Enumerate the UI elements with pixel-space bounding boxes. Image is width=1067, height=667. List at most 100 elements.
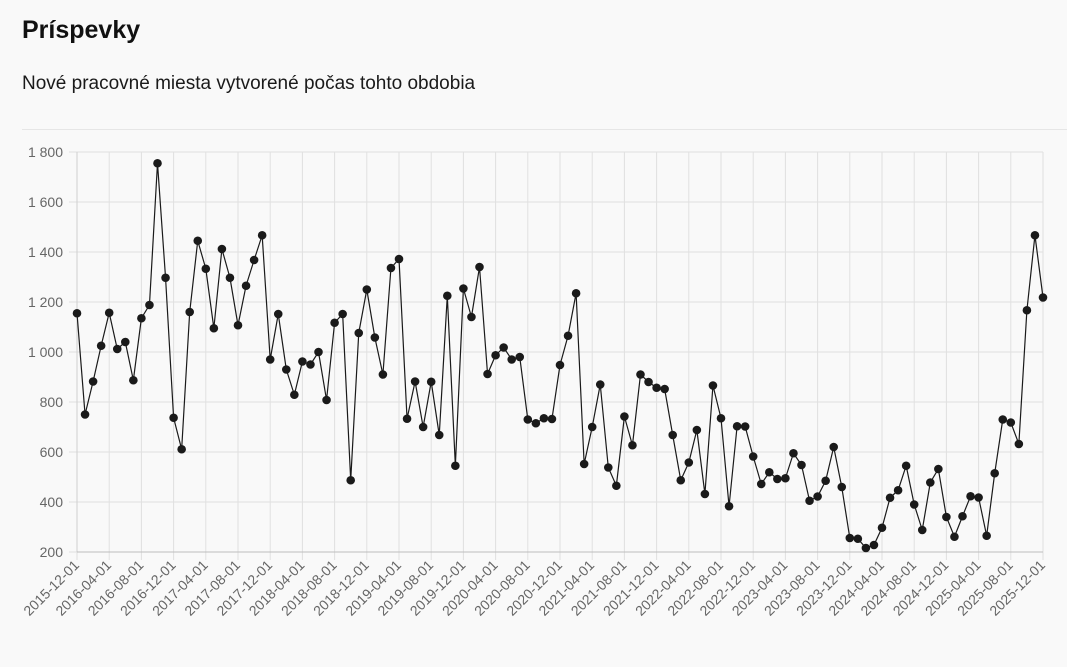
data-point[interactable] [273,309,283,319]
data-point[interactable] [821,476,830,486]
data-point[interactable] [845,533,855,543]
data-point[interactable] [595,380,605,389]
data-point[interactable] [249,255,259,265]
data-point[interactable] [330,318,339,328]
data-point[interactable] [539,413,549,423]
data-point[interactable] [612,481,621,491]
data-point[interactable] [443,291,452,301]
data-point[interactable] [233,320,243,330]
data-point[interactable] [644,377,653,387]
data-point[interactable] [974,493,983,502]
data-point[interactable] [402,414,412,424]
data-point[interactable] [282,365,291,374]
data-point[interactable] [137,313,146,323]
data-point[interactable] [434,430,444,440]
data-point[interactable] [507,355,516,364]
data-point[interactable] [668,430,677,440]
data-point[interactable] [805,496,814,506]
data-point[interactable] [451,461,460,471]
data-point[interactable] [499,343,508,352]
data-point[interactable] [531,418,541,428]
data-point[interactable] [201,264,211,274]
data-point[interactable] [410,377,420,386]
data-point[interactable] [950,532,959,542]
data-point[interactable] [185,307,194,317]
data-point[interactable] [1014,439,1024,449]
data-point[interactable] [990,468,999,478]
data-point[interactable] [620,412,629,421]
data-point[interactable] [475,262,484,272]
data-point[interactable] [1030,230,1040,240]
data-point[interactable] [660,384,669,394]
data-point[interactable] [942,512,951,522]
data-point[interactable] [998,415,1008,424]
data-point[interactable] [169,413,178,423]
data-point[interactable] [982,531,991,541]
data-point[interactable] [298,357,307,366]
data-point[interactable] [676,475,686,485]
data-point[interactable] [386,263,396,273]
data-point[interactable] [523,415,533,424]
data-point[interactable] [225,273,235,283]
data-point[interactable] [88,377,98,386]
data-point[interactable] [628,440,637,450]
data-point[interactable] [692,425,702,435]
data-point[interactable] [724,501,734,511]
data-point[interactable] [378,370,388,379]
data-point[interactable] [362,285,372,294]
data-point[interactable] [813,492,822,501]
data-point[interactable] [684,458,694,467]
data-point[interactable] [829,442,838,452]
data-point[interactable] [338,309,347,319]
data-point[interactable] [909,500,919,509]
data-point[interactable] [72,308,82,318]
data-point[interactable] [571,288,581,298]
data-point[interactable] [893,485,903,495]
data-point[interactable] [708,381,718,390]
data-point[interactable] [716,413,726,423]
data-point[interactable] [869,540,879,550]
data-point[interactable] [700,489,710,499]
data-point[interactable] [346,475,356,485]
data-point[interactable] [354,328,364,338]
data-point[interactable] [579,459,589,469]
data-point[interactable] [426,377,436,387]
data-point[interactable] [370,333,380,342]
data-point[interactable] [587,422,597,432]
data-point[interactable] [797,460,806,470]
data-point[interactable] [394,254,404,264]
data-point[interactable] [966,491,975,501]
data-point[interactable] [917,525,927,535]
data-point[interactable] [314,347,323,357]
data-point[interactable] [112,344,122,354]
data-point[interactable] [491,350,500,360]
data-point[interactable] [80,410,90,419]
data-point[interactable] [290,390,299,400]
data-point[interactable] [515,352,525,362]
data-point[interactable] [209,323,219,333]
data-point[interactable] [265,355,275,364]
data-point[interactable] [748,452,758,461]
data-point[interactable] [781,473,790,483]
data-point[interactable] [153,158,162,168]
data-point[interactable] [837,482,847,492]
data-point[interactable] [241,281,251,291]
data-point[interactable] [934,464,943,474]
data-point[interactable] [483,369,492,379]
data-point[interactable] [773,474,782,484]
data-point[interactable] [161,273,170,283]
data-point[interactable] [129,375,138,385]
data-point[interactable] [193,236,203,246]
data-point[interactable] [885,493,895,503]
data-point[interactable] [1038,293,1048,302]
data-point[interactable] [740,422,750,431]
data-point[interactable] [467,312,476,322]
data-point[interactable] [853,534,863,544]
data-point[interactable] [177,444,186,454]
data-point[interactable] [636,370,645,379]
data-point[interactable] [901,461,911,471]
data-point[interactable] [104,308,114,318]
data-point[interactable] [459,284,468,293]
data-point[interactable] [732,421,742,431]
data-point[interactable] [547,414,557,424]
